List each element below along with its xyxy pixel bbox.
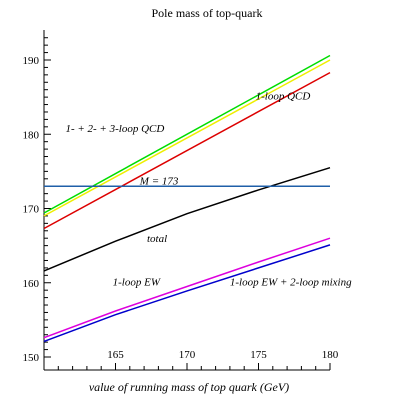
series-line-2 (43, 71, 331, 230)
annotation-total: total (147, 233, 167, 245)
series-line-1 (43, 59, 331, 217)
annotation-layer: 1- + 2- + 3-loop QCD 1-loop QCD M = 173 tot… (65, 90, 352, 288)
annotation-qcd1: 1-loop QCD (256, 90, 311, 102)
x-tick-label: 170 (179, 349, 196, 361)
series-line-3 (43, 166, 331, 272)
series-line-6 (43, 244, 331, 343)
y-tick-label: 160 (23, 278, 40, 290)
axes: 150 160 170 180 190 165 170 175 180 (23, 30, 339, 371)
annotation-ew1: 1-loop EW (113, 277, 161, 289)
chart-title: Pole mass of top-quark (152, 6, 263, 20)
y-tick-label: 170 (23, 204, 40, 216)
x-tick-label: 180 (322, 349, 339, 361)
x-tick-label: 165 (107, 349, 124, 361)
annotation-ew2: 1-loop EW + 2-loop mixing (230, 277, 352, 289)
y-tick-label: 150 (23, 352, 40, 364)
series-line-5 (43, 237, 331, 339)
y-tick-label: 190 (23, 55, 40, 67)
annotation-qcd123: 1- + 2- + 3-loop QCD (65, 123, 164, 135)
series-layer (43, 54, 331, 343)
x-tick-label: 175 (250, 349, 267, 361)
annotation-mline: M = 173 (139, 176, 179, 188)
x-axis-label: value of running mass of top quark (GeV) (89, 380, 289, 394)
y-tick-label: 180 (23, 129, 40, 141)
